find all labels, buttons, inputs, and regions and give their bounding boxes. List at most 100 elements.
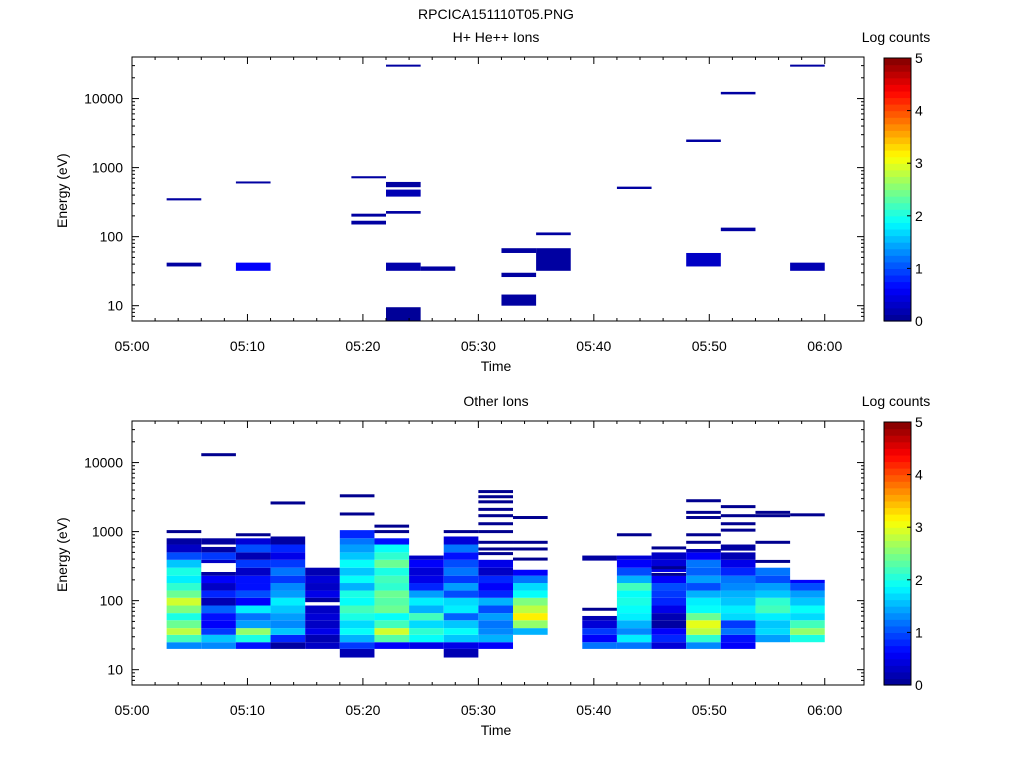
panel2-x-tick-label: 05:40 [576,702,611,718]
panel2-data-line [513,547,548,551]
panel2-data-line [166,530,202,534]
panel2-data-cell [790,597,825,606]
panel2-data-cell [374,634,410,643]
panel2-data-line [478,552,514,556]
panel2-colorbar-segment [884,658,911,666]
panel2-colorbar-segment [884,671,911,680]
panel2-data-line [478,495,514,499]
panel2-data-cell [616,628,652,635]
panel2-colorbar-segment [884,645,911,653]
panel2-colorbar-segment [884,441,911,449]
panel2-data-cell [513,590,548,598]
panel1-data-cell [420,266,456,271]
panel2-data-cell [166,575,202,584]
panel2-data-cell [166,590,202,598]
panel2-data-cell [755,634,791,643]
panel2-data-line [374,530,410,534]
panel1-x-tick-label: 05:40 [576,338,611,354]
panel1-colorbar-tick-label: 3 [915,155,923,171]
panel2-data-cell [409,613,444,621]
panel2-data-cell [790,620,825,629]
panel2-data-cell [201,538,236,545]
panel2-data-line [339,494,375,498]
panel1-data-cell [501,272,537,278]
panel1-data-cell [790,262,825,271]
panel2-data-cell [616,575,652,584]
panel2-data-cell [478,590,514,598]
panel1-x-tick-label: 05:30 [461,338,496,354]
panel2-data-cell [166,628,202,635]
panel2-data-line [686,540,721,544]
panel2-data-cell [720,620,756,629]
panel1-colorbar-tick-label: 1 [915,260,923,276]
panel1-data-cell [351,220,387,225]
panel1-colorbar-tick-label: 5 [915,50,923,66]
panel2-data-cell [270,613,306,621]
panel2-data-cell [651,642,687,649]
panel2-data-cell [755,620,791,629]
panel1-data-cell [790,64,825,67]
panel2-data-cell [616,605,652,614]
panel2-colorbar-segment [884,428,911,436]
panel2-x-tick-label: 05:10 [230,702,265,718]
panel2-data-cell [582,628,617,635]
panel1-data-cell [166,262,202,267]
panel1-data-cell [686,139,721,142]
panel2-data-cell [270,590,306,598]
panel2-colorbar-segment [884,632,911,640]
panel2-colorbar-segment [884,533,911,541]
panel1-colorbar-tick-label: 2 [915,208,923,224]
panel2-colorbar-segment [884,665,911,673]
panel2-data-cell [305,642,340,649]
panel1-x-tick-label: 05:10 [230,338,265,354]
panel2-data-cell [686,605,721,614]
panel2-data-cell [686,559,721,568]
panel2-xlabel: Time [480,722,512,738]
panel2-data-cell [235,590,271,598]
panel2-data-cell [478,634,514,643]
panel2-data-cell [305,628,340,635]
panel2-data-line [720,522,756,526]
panel2-data-cell [720,642,756,649]
panel2-colorbar-segment [884,435,911,443]
panel2-data-line [720,505,756,509]
panel1-xlabel: Time [480,358,512,374]
panel2-data-cell [409,590,444,598]
panel2-data-cell [339,552,375,560]
panel2-data-cell [720,552,756,560]
panel2-data-cell [201,642,236,649]
panel1-colorbar-segment [884,176,911,184]
panel2-data-cell [755,567,791,576]
panel2-data-cell [235,613,271,621]
panel2-data-line [478,540,514,544]
panel2-data-cell [651,634,687,643]
panel2-data-cell [513,605,548,614]
panel2-data-cell [235,567,271,576]
panel2-data-cell [374,552,410,560]
panel2-data-cell [443,567,479,576]
panel1-data-cell [351,176,387,179]
panel2-data-cell [374,620,410,629]
panel2-data-cell [616,613,652,621]
panel2-data-cell [166,544,202,553]
panel2-data-cell [651,552,687,560]
panel2-data-cell [616,583,652,591]
panel2-y-tick-label: 10 [107,662,123,678]
panel2-data-cell [201,571,236,576]
panel2-colorbar-segment [884,579,911,587]
panel1-colorbar-segment [884,242,911,250]
panel2-colorbar-segment [884,638,911,647]
panel2-data-cell [790,590,825,598]
panel2-data-cell [201,597,236,606]
panel2-data-cell [201,620,236,629]
panel2-data-line [686,510,721,514]
panel1-colorbar-segment [884,182,911,191]
panel2-colorbar-tick-label: 2 [915,572,923,588]
panel2-data-cell [478,575,514,584]
panel2-data-line [374,524,410,528]
panel2-data-cell [235,628,271,635]
panel2-data-cell [686,583,721,591]
panel2-data-cell [409,620,444,629]
panel2-data-cell [443,642,479,649]
panel2-data-line [686,516,721,520]
